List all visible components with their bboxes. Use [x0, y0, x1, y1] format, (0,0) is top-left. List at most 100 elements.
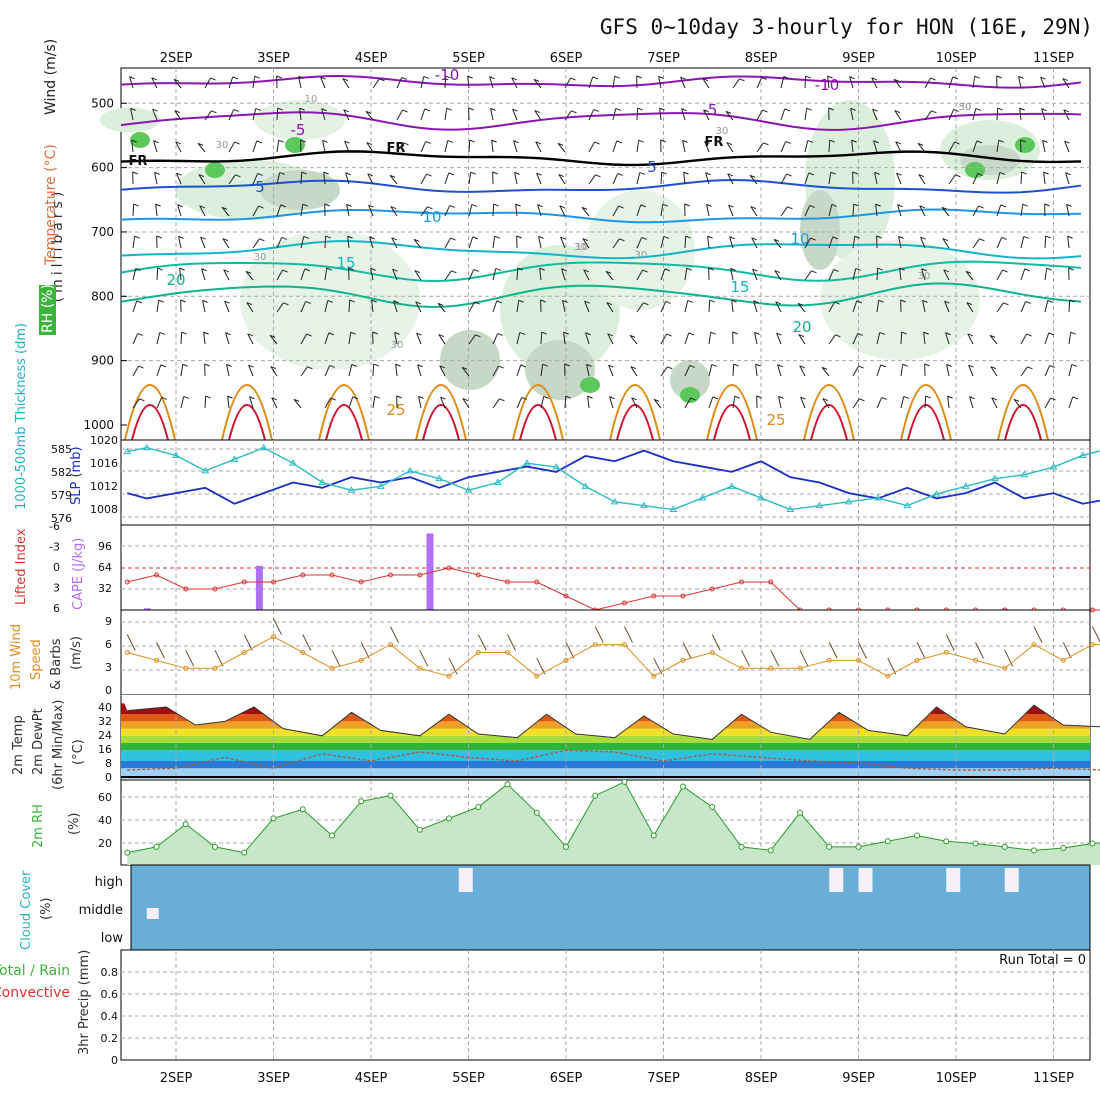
wind-barb-flag — [728, 204, 734, 208]
wind-barb-flag — [417, 364, 423, 368]
wind-barb-flag — [513, 140, 519, 144]
wind-barb-flag — [344, 140, 350, 144]
wind-barb — [420, 173, 428, 185]
slp-tick: 1016 — [90, 457, 118, 470]
isotherm-hot — [519, 404, 557, 441]
wind-barb-flag — [832, 236, 838, 240]
wind-barb-flag — [255, 108, 261, 111]
thickness-marker — [201, 466, 210, 474]
li-marker — [358, 579, 364, 585]
wind-barb-flag — [947, 395, 953, 399]
wind-barb — [919, 205, 926, 217]
wind-barb-flag — [158, 299, 164, 303]
wind-barb-flag — [787, 206, 793, 210]
wind-barb — [1063, 109, 1070, 121]
wind-barb-flag — [750, 206, 757, 210]
wind-barb — [585, 332, 590, 345]
wind-barb-flag — [1026, 333, 1032, 337]
wind-barb-flag — [396, 395, 402, 399]
li-marker — [768, 579, 774, 585]
wind10-barb — [565, 642, 575, 659]
wind-barb-flag — [707, 235, 713, 239]
wind-barb-flag — [954, 141, 960, 145]
wind-barb — [1020, 301, 1027, 313]
freezing-level-label: FR — [387, 141, 406, 156]
wind-barb — [798, 334, 806, 345]
wind-barb-flag — [511, 77, 517, 81]
rh-marker — [563, 843, 569, 850]
cape-tick: 32 — [98, 582, 112, 595]
wind-barb — [822, 398, 830, 409]
wind-barb — [852, 398, 860, 409]
wind-barb-flag — [558, 174, 565, 178]
wind-barb — [324, 397, 332, 409]
wind-barb-flag — [618, 205, 624, 209]
wind-barb-flag — [342, 78, 349, 82]
wind-barb-flag — [583, 269, 589, 273]
wind-barb-flag — [727, 173, 733, 177]
wind-barb — [636, 269, 644, 281]
wind-barb — [369, 236, 374, 249]
wind-barb-flag — [999, 172, 1005, 175]
wind10-marker — [592, 642, 598, 648]
wind-barb-flag — [497, 332, 503, 336]
wind-barb — [129, 76, 134, 89]
wind-barb-flag — [608, 364, 614, 368]
wind-barb — [201, 268, 206, 281]
wind-barb — [198, 174, 206, 185]
rh-marker — [153, 843, 160, 850]
legend-rh: RH (%) — [40, 284, 56, 333]
wind-barb-flag — [204, 363, 210, 367]
wind10-barb — [711, 634, 721, 651]
wind-barb-flag — [640, 204, 646, 208]
wind-barb — [203, 332, 206, 345]
wind-barb — [348, 364, 353, 377]
wind10-marker — [241, 650, 247, 655]
wind-barb — [804, 237, 812, 249]
wind10-line — [127, 636, 1100, 677]
wind-barb-flag — [203, 331, 209, 335]
date-tick-top: 5SEP — [452, 51, 485, 66]
wind-barb-flag — [247, 333, 253, 337]
wind-barb — [876, 332, 881, 345]
legend-rh-swatch — [39, 285, 56, 335]
wind-barb — [804, 76, 807, 89]
wind-barb-flag — [784, 108, 790, 112]
wind-barb-flag — [249, 396, 255, 400]
wind-barb-flag — [871, 77, 877, 81]
wind-barb-flag — [494, 235, 500, 239]
wind-barb — [540, 364, 544, 377]
wind-barb — [276, 302, 284, 313]
wind-barb-flag — [293, 398, 300, 402]
wind-barb-flag — [156, 235, 162, 239]
wind-barb-flag — [749, 174, 756, 178]
wind-barb — [420, 206, 428, 217]
wind-barb — [828, 140, 831, 153]
wind-barb-flag — [739, 78, 745, 82]
wind-barb-flag — [786, 173, 792, 177]
rh-contour-label: 30 — [959, 102, 972, 113]
wind10-barb — [594, 626, 604, 643]
rh-area — [100, 107, 160, 133]
date-tick-bottom: 7SEP — [647, 1071, 680, 1086]
rh-area — [525, 340, 595, 400]
wind-barb-flag — [496, 300, 502, 304]
wind-barb-flag — [306, 333, 312, 337]
isotherm-label: 15 — [336, 254, 355, 272]
wind-barb — [750, 206, 758, 217]
wind-barb-flag — [180, 299, 186, 303]
wind-barb-flag — [283, 302, 289, 306]
cloud-unit: (%) — [39, 898, 54, 921]
wind-barb-flag — [930, 77, 936, 81]
wind-barb — [202, 300, 206, 313]
wind-barb — [583, 269, 590, 281]
wind-barb — [179, 268, 182, 281]
wind-barb — [276, 204, 282, 217]
wind10-barb — [887, 657, 897, 675]
wind-barb — [130, 108, 134, 121]
wind10-barb — [682, 642, 692, 659]
wind-barb — [948, 109, 955, 121]
wind-barb — [293, 399, 302, 409]
wind-barb-flag — [515, 203, 521, 207]
wind-barb — [636, 108, 639, 121]
